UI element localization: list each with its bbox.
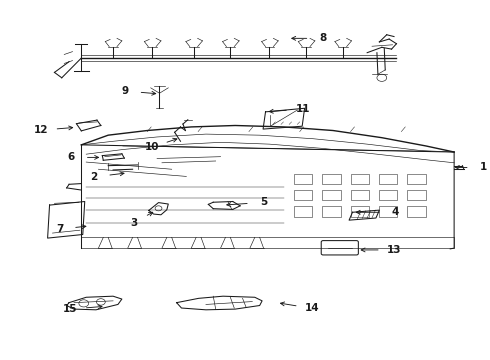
Text: 14: 14 (305, 303, 319, 314)
Bar (407, 206, 426, 217)
Bar (407, 174, 426, 184)
Bar (294, 206, 313, 217)
Bar (322, 206, 341, 217)
Text: 4: 4 (392, 207, 399, 217)
Text: 10: 10 (145, 142, 159, 152)
Text: 13: 13 (387, 245, 402, 255)
Bar (350, 174, 369, 184)
Text: 9: 9 (122, 86, 128, 96)
Bar (379, 190, 397, 201)
Text: 2: 2 (90, 172, 98, 182)
Text: 8: 8 (319, 33, 327, 43)
Text: 3: 3 (130, 217, 138, 228)
Bar (379, 174, 397, 184)
Bar (322, 174, 341, 184)
Text: 7: 7 (56, 224, 63, 234)
Text: 5: 5 (260, 197, 267, 207)
Bar (294, 174, 313, 184)
Bar (407, 190, 426, 201)
Text: 15: 15 (63, 304, 77, 314)
Bar (322, 190, 341, 201)
Text: 1: 1 (480, 162, 487, 172)
Bar (379, 206, 397, 217)
Text: 11: 11 (295, 104, 310, 114)
Bar (350, 190, 369, 201)
Bar (294, 190, 313, 201)
Text: 12: 12 (34, 125, 48, 135)
Text: 6: 6 (68, 152, 74, 162)
Bar (350, 206, 369, 217)
